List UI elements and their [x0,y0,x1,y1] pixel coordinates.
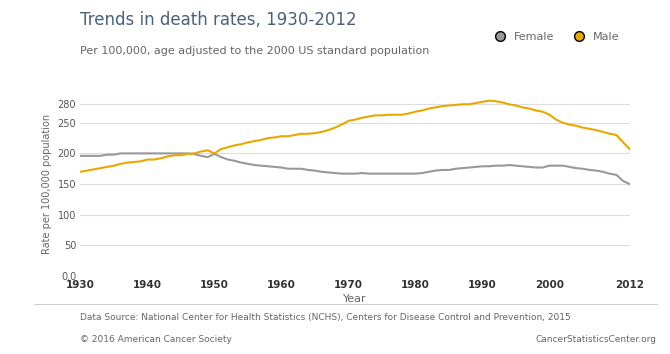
Text: CancerStatisticsCenter.org: CancerStatisticsCenter.org [535,335,657,343]
Legend: Female, Male: Female, Male [484,28,624,46]
Text: Per 100,000, age adjusted to the 2000 US standard population: Per 100,000, age adjusted to the 2000 US… [80,46,429,56]
Text: Trends in death rates, 1930-2012: Trends in death rates, 1930-2012 [80,11,357,29]
Text: © 2016 American Cancer Society: © 2016 American Cancer Society [80,335,232,343]
X-axis label: Year: Year [343,295,367,304]
Y-axis label: Rate per 100,000 population: Rate per 100,000 population [42,114,52,254]
Text: Data Source: National Center for Health Statistics (NCHS), Centers for Disease C: Data Source: National Center for Health … [80,313,571,322]
